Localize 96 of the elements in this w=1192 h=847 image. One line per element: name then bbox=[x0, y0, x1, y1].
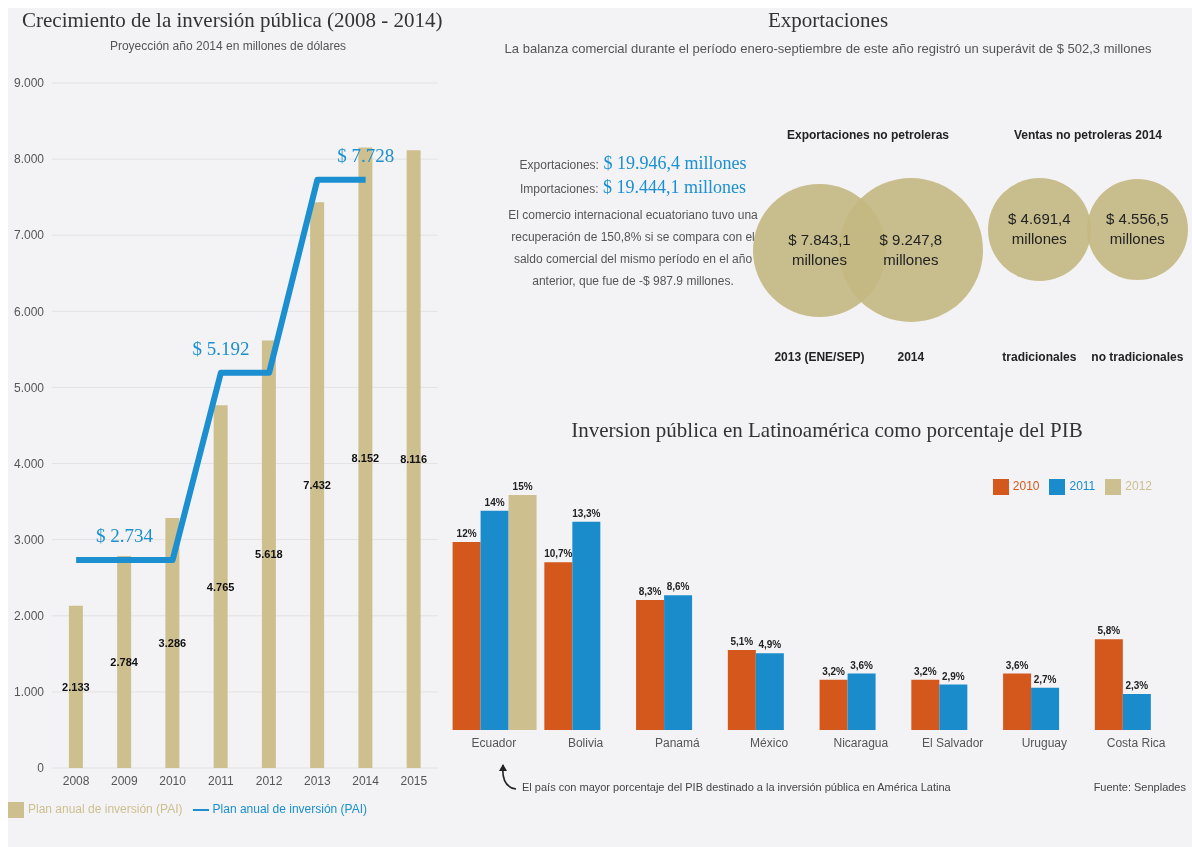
x-tick-label: 2011 bbox=[207, 773, 235, 788]
text: El comercio internacional ecuatoriano tuvo una recuperación de 150,8% si se compara con el saldo comercial del mismo período en el año anterior, que fue de -$ 987.9 millones. bbox=[508, 207, 758, 290]
text: Exportaciones bbox=[766, 8, 890, 33]
data-label: 5.618 bbox=[255, 548, 283, 561]
data-label: 12% bbox=[456, 528, 477, 539]
bar bbox=[911, 679, 940, 730]
category-label: 2013 (ENE/SEP) bbox=[773, 350, 866, 364]
bar bbox=[847, 673, 876, 730]
bar bbox=[1094, 639, 1123, 730]
bar bbox=[755, 653, 784, 730]
bar bbox=[939, 684, 968, 730]
data-label: 4,9% bbox=[758, 639, 782, 651]
legend-label: 2010 bbox=[1012, 479, 1040, 494]
data-label: 5,8% bbox=[1097, 625, 1121, 637]
text: Exportaciones: $ 19.946,4 millones bbox=[518, 153, 748, 174]
x-tick-label: México bbox=[750, 735, 789, 750]
text: Importaciones: $ 19.444,1 millones bbox=[518, 177, 748, 198]
data-label: 4.765 bbox=[206, 580, 235, 593]
bar bbox=[636, 599, 665, 730]
bar bbox=[664, 595, 693, 730]
category-label: 2014 bbox=[897, 350, 925, 364]
chart-title: Inversion pública en Latinoamérica como porcentaje del PIB bbox=[570, 418, 1084, 443]
x-tick-label: 2015 bbox=[400, 773, 428, 788]
bar bbox=[727, 650, 756, 730]
text: La balanza comercial durante el período enero-septiembre de este año registró un superávit de $ 502,3 millones bbox=[503, 41, 1153, 56]
data-label: 7.432 bbox=[303, 479, 331, 492]
x-tick-label: 2014 bbox=[352, 773, 380, 788]
data-label: 2,7% bbox=[1033, 673, 1057, 685]
y-tick-label: 1.000 bbox=[13, 685, 45, 700]
data-label: $ 4.556,5 millones bbox=[1105, 209, 1170, 250]
x-tick-label: Uruguay bbox=[1021, 735, 1068, 750]
annotation: $ 2.734 bbox=[95, 524, 154, 546]
legend-label: Plan anual de inversión (PAI) bbox=[28, 802, 183, 817]
bar bbox=[544, 562, 573, 730]
data-label: 3,6% bbox=[850, 659, 874, 671]
y-tick-label: 3.000 bbox=[13, 532, 45, 547]
y-tick-label: 9.000 bbox=[13, 76, 45, 91]
data-label: $ 4.691,4 millones bbox=[1007, 209, 1072, 250]
legend-label: 2011 bbox=[1069, 479, 1096, 494]
x-tick-label: 2010 bbox=[159, 773, 187, 788]
text: Ventas no petroleras 2014 bbox=[1012, 128, 1164, 142]
x-tick-label: 2008 bbox=[62, 773, 90, 788]
bar bbox=[452, 542, 481, 730]
text: El país con mayor porcentaje del PIB destinado a la inversión pública en América Latina bbox=[522, 781, 952, 793]
data-label: 2.784 bbox=[110, 655, 139, 668]
data-label: 5,1% bbox=[730, 636, 754, 648]
category-label: tradicionales bbox=[1001, 350, 1078, 364]
annotation: $ 5.192 bbox=[192, 337, 250, 359]
data-label: 8.116 bbox=[400, 453, 428, 466]
data-label: 13,3% bbox=[572, 507, 601, 519]
bar bbox=[572, 521, 601, 730]
data-label: 3.286 bbox=[158, 636, 187, 649]
bar bbox=[819, 679, 848, 730]
data-label: $ 9.247,8 millones bbox=[878, 230, 944, 271]
bar bbox=[508, 495, 537, 730]
data-label: $ 7.843,1 millones bbox=[787, 230, 852, 271]
bar bbox=[1031, 687, 1060, 730]
chart-subtitle: Proyección año 2014 en millones de dólares bbox=[108, 39, 348, 53]
category-label: no tradicionales bbox=[1090, 350, 1185, 364]
data-label: 8.152 bbox=[351, 451, 380, 464]
y-tick-label: 4.000 bbox=[13, 456, 45, 471]
data-label: 3,2% bbox=[913, 665, 937, 677]
bar bbox=[1003, 673, 1032, 730]
x-tick-label: 2012 bbox=[255, 773, 283, 788]
data-label: 15% bbox=[512, 481, 533, 492]
text: Exportaciones no petroleras bbox=[785, 128, 950, 142]
y-tick-label: 7.000 bbox=[13, 228, 45, 243]
data-label: 2,9% bbox=[941, 670, 965, 682]
y-tick-label: 6.000 bbox=[13, 304, 45, 319]
bar bbox=[480, 510, 509, 730]
x-tick-label: 2013 bbox=[304, 773, 332, 788]
x-tick-label: 2009 bbox=[111, 773, 139, 788]
data-label: 3,6% bbox=[1005, 659, 1029, 671]
legend-label: 2012 bbox=[1125, 479, 1152, 494]
y-tick-label: 8.000 bbox=[13, 152, 45, 167]
x-tick-label: El Salvador bbox=[921, 735, 984, 750]
data-label: 8,3% bbox=[638, 585, 662, 597]
data-label: 8,6% bbox=[666, 581, 690, 593]
y-tick-label: 5.000 bbox=[13, 380, 45, 395]
data-label: 14% bbox=[484, 496, 505, 508]
data-label: 2.133 bbox=[62, 680, 90, 693]
x-tick-label: Ecuador bbox=[471, 735, 517, 750]
source-note: Fuente: Senplades bbox=[1093, 781, 1186, 793]
annotation: $ 7.728 bbox=[337, 144, 395, 166]
y-tick-label: 0 bbox=[37, 761, 45, 776]
bar bbox=[1122, 693, 1151, 730]
y-tick-label: 2.000 bbox=[13, 609, 45, 624]
legend-label: Plan anual de inversión (PAI) bbox=[212, 802, 368, 817]
x-tick-label: Bolivia bbox=[567, 735, 604, 750]
x-tick-label: Costa Rica bbox=[1106, 735, 1166, 750]
data-label: 3,2% bbox=[822, 665, 846, 677]
x-tick-label: Nicaragua bbox=[833, 735, 889, 750]
data-label: 10,7% bbox=[544, 548, 573, 560]
chart-title: Crecimiento de la inversión pública (2008 - 2014) bbox=[21, 8, 444, 33]
x-tick-label: Panamá bbox=[655, 735, 701, 750]
data-label: 2,3% bbox=[1125, 679, 1149, 691]
